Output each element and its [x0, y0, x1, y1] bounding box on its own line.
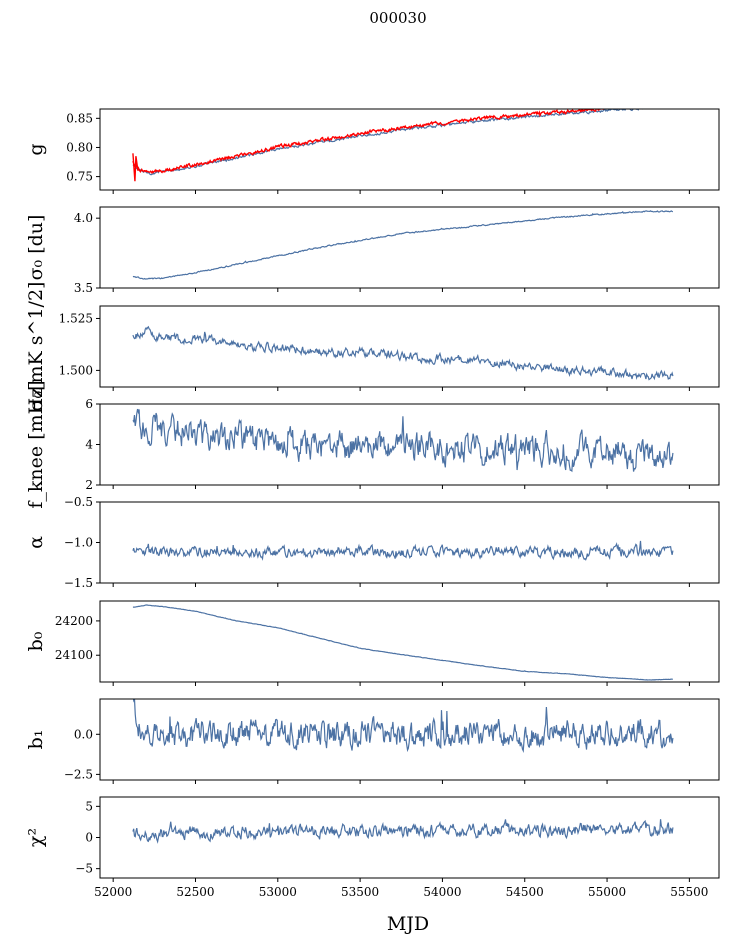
- panel-alpha-frame: [99, 501, 720, 584]
- y-tick-label-g: 0.85: [66, 111, 93, 125]
- x-axis-label: MJD: [387, 913, 429, 935]
- y-axis-label-sigma0_mK: σ₀[mK s^1/2]: [25, 282, 47, 412]
- x-tick-label: 54500: [506, 885, 544, 899]
- series-line-sigma0_mK-blue: [132, 325, 674, 381]
- series-spike-g: [132, 153, 139, 182]
- panel-sigma0_mK-data: [132, 325, 674, 381]
- panel-b0-frame: [99, 600, 720, 683]
- y-tick-label-chi2: 5: [85, 799, 93, 813]
- y-tick-label-alpha: −1.5: [64, 576, 93, 590]
- y-tick-label-g: 0.75: [66, 170, 93, 184]
- y-axis-label-g: g: [25, 143, 47, 155]
- panel-b0-data: [132, 604, 673, 681]
- y-tick-label-b0: 24200: [55, 614, 93, 628]
- y-tick-label-b1: 0.0: [74, 727, 93, 741]
- x-axis: MJD 52000 52500 53000 53500 54000 54500 55000 5…: [94, 885, 708, 935]
- panel-fknee-data: [132, 408, 674, 473]
- x-tick-label: 52500: [176, 885, 214, 899]
- y-tick-label-chi2: 0: [85, 831, 93, 845]
- x-tick-label: 53000: [259, 885, 297, 899]
- y-tick-label-alpha: −1.0: [64, 536, 93, 550]
- y-tick-label-sigma0_du: 3.5: [74, 281, 93, 295]
- panel-fknee: 2 4 6 f_knee [mHz]: [25, 380, 720, 509]
- series-line-g-blue: [132, 109, 660, 176]
- panel-b1: −2.5 0.0 b₁: [25, 698, 720, 784]
- panel-sigma0_du-frame: [99, 206, 720, 289]
- series-line-chi2-blue: [132, 819, 674, 844]
- y-tick-label-chi2: −5: [75, 862, 93, 876]
- series-line-b1-blue: [132, 699, 674, 753]
- series-line-g-red: [132, 109, 607, 175]
- y-tick-label-sigma0_du: 4.0: [74, 211, 93, 225]
- panel-stack: 0.75 0.80 0.85 g 3.5 4.0 σ₀ [du] 1.500 1.525 σ₀[m…: [25, 108, 720, 882]
- y-axis-label-b1: b₁: [25, 730, 47, 750]
- panel-chi2-frame: [99, 796, 720, 879]
- y-axis-label-chi2: χ²: [25, 828, 47, 847]
- y-tick-label-fknee: 4: [85, 438, 93, 452]
- x-tick-label: 55000: [588, 885, 626, 899]
- y-axis-label-alpha: α: [25, 536, 47, 549]
- y-tick-label-fknee: 2: [85, 478, 93, 492]
- y-tick-label-b0: 24100: [55, 648, 93, 662]
- x-tick-label: 53500: [341, 885, 379, 899]
- panel-sigma0_du: 3.5 4.0 σ₀ [du]: [25, 206, 720, 295]
- panel-sigma0_du-data: [132, 210, 674, 280]
- y-tick-label-b1: −2.5: [64, 767, 93, 781]
- panel-alpha-data: [132, 540, 674, 561]
- y-axis-label-sigma0_du: σ₀ [du]: [25, 215, 47, 281]
- series-line-sigma0_du-blue: [132, 210, 674, 280]
- series-line-fknee-blue: [132, 408, 674, 473]
- y-tick-label-sigma0_mK: 1.500: [59, 363, 93, 377]
- panel-alpha: −1.5 −1.0 −0.5 α: [25, 495, 720, 590]
- panel-g-data: [132, 109, 660, 182]
- panel-sigma0_mK: 1.500 1.525 σ₀[mK s^1/2]: [25, 282, 720, 412]
- y-tick-label-fknee: 6: [85, 397, 93, 411]
- figure-suptitle: 000030: [369, 9, 426, 27]
- panel-b1-frame: [99, 698, 720, 781]
- series-line-alpha-blue: [132, 540, 674, 561]
- panel-chi2: −5 0 5 χ²: [25, 796, 720, 882]
- x-tick-label: 52000: [94, 885, 132, 899]
- y-tick-label-g: 0.80: [66, 140, 93, 154]
- y-axis-label-b0: b₀: [25, 631, 47, 651]
- panel-b1-data: [132, 699, 674, 753]
- panel-sigma0_mK-frame: [99, 305, 720, 388]
- y-tick-label-sigma0_mK: 1.525: [59, 311, 93, 325]
- x-tick-label: 55500: [670, 885, 708, 899]
- series-line-b0-blue: [132, 604, 673, 681]
- panel-chi2-data: [132, 819, 674, 844]
- y-axis-label-fknee: f_knee [mHz]: [25, 380, 47, 508]
- panel-b0: 24100 24200 b₀: [25, 600, 720, 686]
- panel-g: 0.75 0.80 0.85 g: [25, 108, 720, 194]
- panel-g-frame: [99, 108, 720, 191]
- x-tick-label: 54000: [423, 885, 461, 899]
- y-tick-label-alpha: −0.5: [64, 495, 93, 509]
